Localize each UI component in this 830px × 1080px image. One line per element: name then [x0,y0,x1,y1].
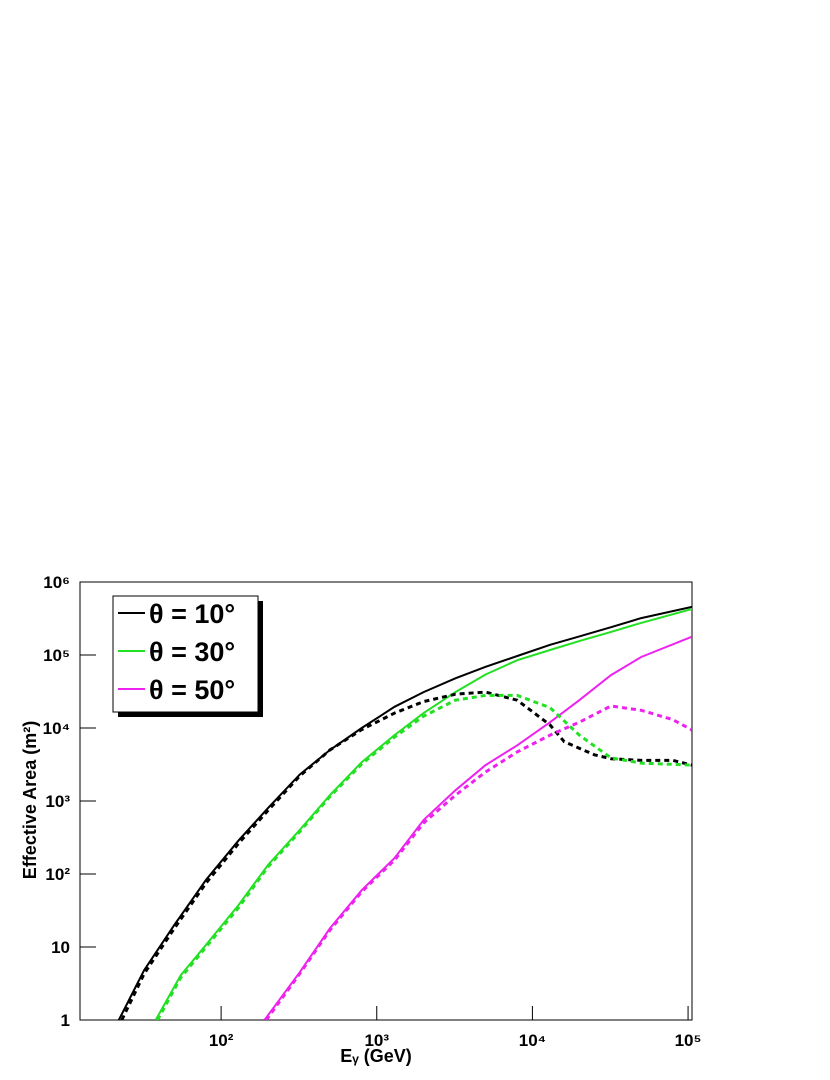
x-tick-label: 10² [209,1031,234,1050]
x-tick-label: 10⁵ [675,1031,702,1050]
legend: θ = 10° θ = 30° θ = 50° [112,595,263,717]
y-tick-label: 10² [45,865,70,884]
legend-label: θ = 10° [149,599,235,629]
y-tick-label: 10⁴ [43,719,70,738]
line [154,608,692,1020]
y-tick-label: 10³ [45,792,70,811]
x-axis-label: Eᵧ (GeV) [340,1046,412,1066]
y-tick-label: 10⁶ [43,573,70,592]
legend-box [112,595,259,713]
y-tick-label: 10⁵ [43,646,70,665]
line [263,635,692,1020]
x-tick-label: 10³ [364,1031,389,1050]
dashed-line [156,693,692,1020]
y-tick-label: 1 [61,1011,70,1030]
x-tick-label: 10⁴ [519,1031,546,1050]
line [117,605,692,1020]
dashed-line [120,690,692,1020]
y-tick-label: 10 [51,938,70,957]
legend-label: θ = 30° [149,637,235,667]
legend-label: θ = 50° [149,675,235,705]
y-axis-label: Effective Area (m²) [20,721,40,879]
dashed-line [265,704,692,1020]
